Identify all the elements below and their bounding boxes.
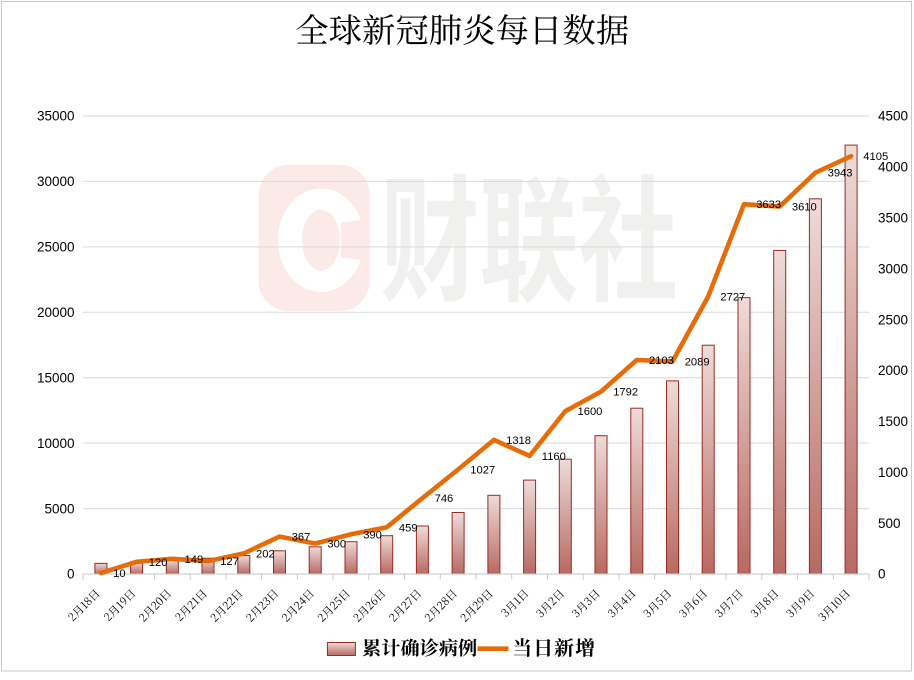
svg-text:3610: 3610 xyxy=(792,202,817,214)
svg-text:390: 390 xyxy=(363,529,382,541)
svg-text:3943: 3943 xyxy=(828,168,853,180)
svg-text:149: 149 xyxy=(185,554,204,566)
svg-text:15000: 15000 xyxy=(37,370,75,385)
svg-text:4105: 4105 xyxy=(863,151,888,163)
svg-text:1500: 1500 xyxy=(878,414,908,429)
svg-text:2500: 2500 xyxy=(878,312,908,327)
svg-text:1792: 1792 xyxy=(613,387,638,399)
svg-text:0: 0 xyxy=(67,567,75,582)
svg-text:30000: 30000 xyxy=(37,174,75,189)
svg-text:5000: 5000 xyxy=(44,501,74,516)
svg-text:2103: 2103 xyxy=(649,355,674,367)
svg-text:1600: 1600 xyxy=(578,406,603,418)
svg-text:1160: 1160 xyxy=(542,451,566,463)
svg-text:10: 10 xyxy=(113,568,125,580)
svg-text:25000: 25000 xyxy=(37,240,75,255)
svg-text:500: 500 xyxy=(878,516,901,531)
svg-text:1318: 1318 xyxy=(506,435,531,447)
svg-text:2000: 2000 xyxy=(878,363,908,378)
svg-text:2089: 2089 xyxy=(685,356,710,368)
svg-text:367: 367 xyxy=(292,532,311,544)
svg-text:459: 459 xyxy=(399,522,418,534)
svg-text:746: 746 xyxy=(435,493,454,505)
svg-text:300: 300 xyxy=(327,539,346,551)
svg-text:127: 127 xyxy=(220,556,239,568)
svg-text:10000: 10000 xyxy=(37,436,75,451)
svg-text:3000: 3000 xyxy=(878,261,908,276)
svg-text:1027: 1027 xyxy=(470,465,495,477)
svg-text:35000: 35000 xyxy=(37,109,75,124)
svg-text:120: 120 xyxy=(149,557,168,569)
svg-text:2727: 2727 xyxy=(720,292,745,304)
svg-text:4000: 4000 xyxy=(878,160,908,175)
svg-text:4500: 4500 xyxy=(878,109,908,124)
svg-text:20000: 20000 xyxy=(37,305,75,320)
svg-text:202: 202 xyxy=(256,548,275,560)
svg-text:1000: 1000 xyxy=(878,465,908,480)
svg-text:3500: 3500 xyxy=(878,211,908,226)
svg-text:0: 0 xyxy=(878,567,886,582)
svg-text:3633: 3633 xyxy=(756,199,781,211)
